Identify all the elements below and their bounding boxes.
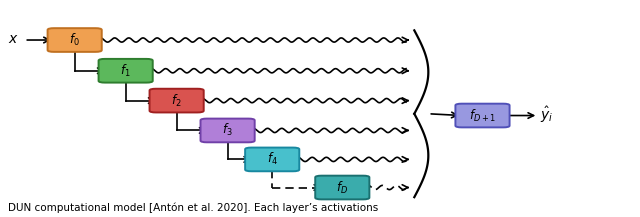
FancyBboxPatch shape <box>200 119 255 142</box>
Text: $f_{4}$: $f_{4}$ <box>267 151 278 168</box>
FancyBboxPatch shape <box>245 148 300 171</box>
Text: x: x <box>9 32 17 46</box>
Text: $f_{D}$: $f_{D}$ <box>336 179 348 196</box>
Text: $f_{2}$: $f_{2}$ <box>172 92 182 109</box>
Text: $f_{D+1}$: $f_{D+1}$ <box>469 107 496 123</box>
FancyBboxPatch shape <box>150 89 204 112</box>
Text: $f_{1}$: $f_{1}$ <box>120 63 131 79</box>
FancyBboxPatch shape <box>47 28 102 52</box>
Text: $\hat{y}_i$: $\hat{y}_i$ <box>540 105 554 125</box>
FancyBboxPatch shape <box>316 176 369 199</box>
Text: $f_{0}$: $f_{0}$ <box>69 32 80 48</box>
FancyBboxPatch shape <box>99 59 153 83</box>
Text: DUN computational model [Antón et al. 2020]. Each layer’s activations: DUN computational model [Antón et al. 20… <box>8 202 378 213</box>
Text: $f_{3}$: $f_{3}$ <box>222 122 233 138</box>
FancyBboxPatch shape <box>456 104 509 127</box>
